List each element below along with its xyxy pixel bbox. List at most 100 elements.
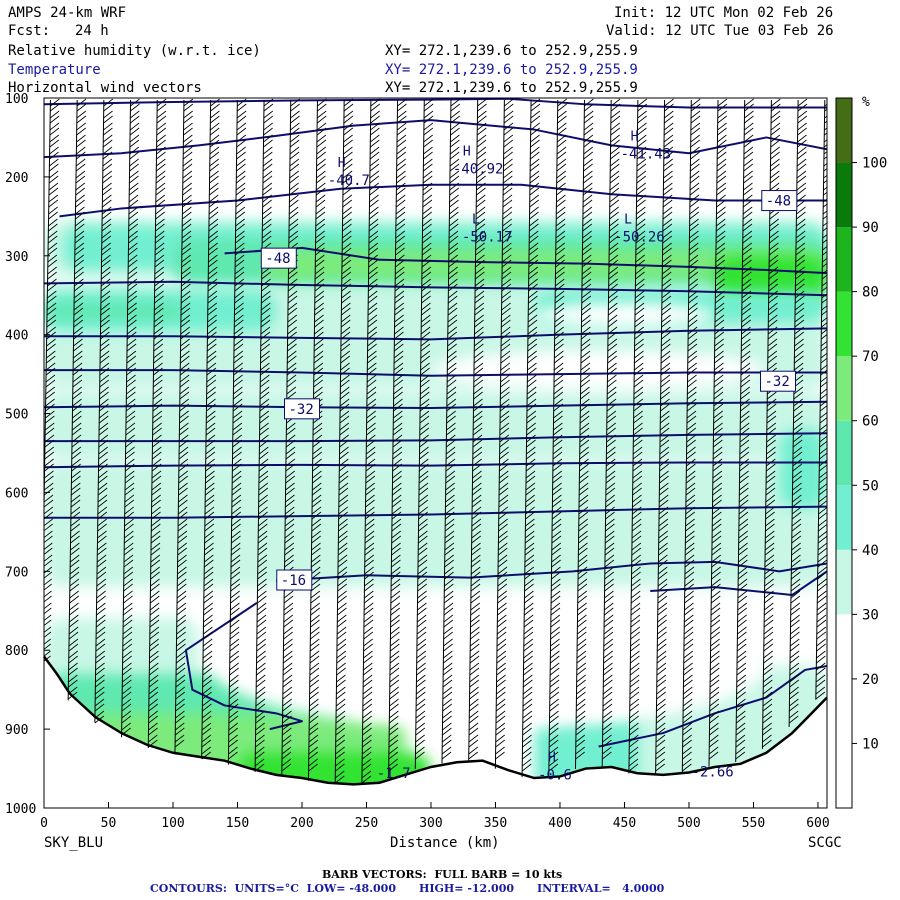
wind-barb-staff-5 (174, 99, 185, 755)
wind-barb-flags-26 (735, 98, 754, 760)
colorbar-label-5: 60 (862, 414, 879, 430)
wind-barb-staff-18 (521, 99, 532, 778)
colorbar-segment-10 (836, 98, 852, 163)
y-tick-label-2: 300 (5, 250, 28, 265)
x-axis-label: Distance (km) (390, 835, 500, 851)
x-tick-label-6: 300 (419, 816, 442, 831)
contour-label-box-4 (276, 569, 313, 591)
wind-barb-flags-22 (628, 98, 648, 772)
wind-barb-flags-25 (708, 98, 728, 760)
extremum-value-5: -1.7 (377, 766, 411, 782)
wind-barb-staff-13 (388, 99, 399, 778)
x-tick-label-7: 350 (484, 816, 507, 831)
wind-barb-flags-18 (521, 98, 541, 772)
wind-barb-staff-22 (628, 99, 639, 774)
x-tick-label-4: 200 (290, 816, 313, 831)
rh-dry-pocket-1 (430, 350, 767, 390)
colorbar-frame (835, 97, 853, 809)
rh-band-11 (779, 429, 827, 509)
plot-axes: 0 50 100 150 200 250 300 350 400 450 500 550 600 100 2… (5, 92, 830, 831)
wind-barb-staff-6 (201, 99, 212, 759)
terrain-surface-line (42, 655, 828, 786)
wind-barb-flags-29 (815, 103, 827, 700)
y-tick-label-0: 100 (5, 92, 28, 107)
field-label-temperature: Temperature (8, 62, 101, 78)
colorbar-segment-0 (836, 743, 852, 808)
colorbar-segment-3 (836, 549, 852, 615)
wind-barb-flags-5 (174, 98, 194, 748)
isotherm-12 (276, 560, 827, 582)
x-tick-label-2: 100 (161, 816, 184, 831)
x-tick-label-1: 50 (101, 816, 117, 831)
wind-barb-flags-14 (415, 98, 434, 760)
wind-barb-flags-17 (495, 98, 514, 760)
init-time: Init: 12 UTC Mon 02 Feb 26 (614, 5, 834, 21)
wind-barb-staff-8 (254, 99, 265, 772)
wind-barb-flags-10 (308, 98, 327, 772)
isotherm-9 (44, 461, 827, 469)
extremum-mark-0: H (338, 156, 346, 171)
wind-barb-staff-2 (94, 99, 105, 723)
contour-label-1: -48 (766, 194, 791, 210)
wind-barb-flags-24 (682, 98, 701, 772)
y-tick-label-7: 800 (5, 644, 28, 659)
wind-barb-flags-1 (68, 98, 87, 700)
wind-barb-staff-3 (121, 99, 132, 738)
x-tick-label-8: 400 (548, 816, 571, 831)
wind-barb-staff-20 (574, 99, 585, 769)
colorbar-segment-8 (836, 227, 852, 292)
rh-band-3 (44, 460, 827, 588)
wind-barb-staff-7 (227, 99, 238, 765)
colorbar-label-8: 90 (862, 220, 879, 236)
wind-barb-flags-8 (254, 98, 274, 772)
x-tick-label-9: 450 (613, 816, 636, 831)
isotherm-7 (44, 400, 827, 410)
y-tick-label-5: 600 (5, 486, 28, 501)
wind-barb-flags-12 (361, 98, 381, 784)
y-tick-label-3: 400 (5, 329, 28, 344)
colorbar-label-3: 40 (862, 543, 879, 559)
contour-note: CONTOURS: UNITS=°C LOW= -48.000 HIGH= -1… (150, 882, 665, 895)
colorbar-label-2: 30 (862, 607, 879, 623)
isotherm-2 (59, 183, 827, 218)
extremum-value-1: -40.92 (453, 162, 504, 178)
wind-barb-flags-23 (655, 98, 674, 772)
colorbar-segment-1 (836, 678, 852, 744)
plot-frame (43, 97, 828, 809)
y-tick-label-4: 500 (5, 408, 28, 423)
xy-line-2: XY= 272.1,239.6 to 252.9,255.9 (385, 62, 638, 78)
colorbar-label-4: 50 (862, 478, 879, 494)
colorbar-label-9: 100 (862, 156, 887, 172)
extremum-mark-4: L (624, 213, 632, 228)
wind-barb-staff-26 (735, 99, 746, 763)
colorbar-segment-2 (836, 614, 852, 679)
extremum-value-6: -0.6 (538, 768, 572, 784)
wind-barb-flags-13 (388, 98, 407, 772)
wind-barb-flags-20 (575, 98, 594, 760)
extremum-value-2: -41.43 (621, 147, 672, 163)
wind-barb-staff-21 (601, 99, 612, 768)
wind-barb-flags-28 (788, 98, 808, 724)
contour-labels: -48 -48 -32 -32 -16 H -40.7 H -40.92 H -41.43 L -50.… (260, 130, 798, 784)
wind-barb-flags-4 (148, 98, 167, 748)
colorbar-segment-7 (836, 291, 852, 357)
colorbar-label-6: 70 (862, 349, 879, 365)
x-tick-label-12: 600 (806, 816, 829, 831)
wind-barb-flags-15 (441, 98, 461, 760)
wind-barb-staff-0 (44, 99, 51, 537)
colorbar-label-7: 80 (862, 285, 879, 301)
wind-barb-staff-17 (494, 99, 505, 769)
wind-barb-staff-9 (281, 99, 292, 777)
extremum-value-3: -50.17 (462, 230, 513, 246)
extremum-mark-3: L (472, 213, 480, 228)
colorbar-segment-6 (836, 356, 852, 421)
right-station-label: SCGC (808, 835, 842, 851)
isotherm-8 (44, 432, 827, 443)
wind-barb-staff-29 (815, 99, 826, 700)
wind-barb-flags-16 (468, 98, 487, 760)
wind-barb-flags-3 (121, 98, 140, 736)
extremum-mark-1: H (463, 145, 471, 160)
barb-note: BARB VECTORS: FULL BARB = 10 kts (322, 868, 563, 881)
wind-barb-staff-4 (147, 99, 158, 748)
